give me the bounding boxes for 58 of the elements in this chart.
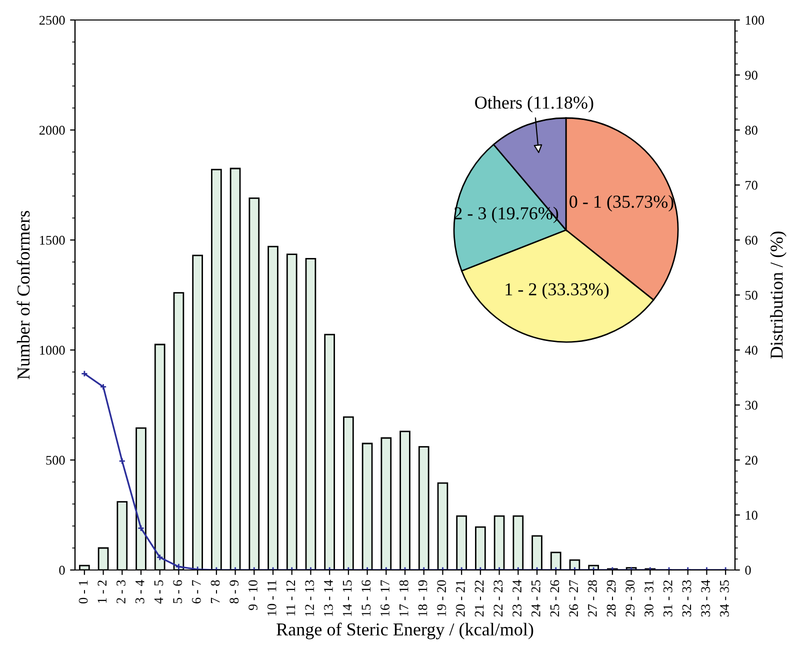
x-tick-label: 2 - 3 xyxy=(116,580,126,604)
y-tick-label: 2500 xyxy=(39,16,65,25)
y2-tick-label: 30 xyxy=(745,400,758,410)
x-tick-label: 24 - 25 xyxy=(531,580,540,617)
y2-tick-label: 10 xyxy=(746,510,758,520)
y2-tick-label: 20 xyxy=(745,456,758,465)
x-axis-title: Range of Steric Energy / (kcal/mol) xyxy=(276,622,534,640)
x-tick-label: 23 - 24 xyxy=(512,580,522,617)
x-tick-label: 15 - 16 xyxy=(362,580,371,616)
y2-tick-label: 50 xyxy=(745,290,758,300)
x-tick-label: 30 - 31 xyxy=(644,580,654,616)
x-tick-label: 26 - 27 xyxy=(569,580,578,617)
y-tick-label: 0 xyxy=(59,566,65,575)
y-tick-label: 500 xyxy=(46,456,65,465)
x-tick-label: 29 - 30 xyxy=(626,580,635,617)
y-tick-label: 1500 xyxy=(40,236,65,245)
x-tick-label: 11 - 12 xyxy=(286,580,296,616)
x-tick-label: 21 - 22 xyxy=(474,580,484,617)
x-tick-label: 31 - 32 xyxy=(663,580,672,616)
x-tick-label: 16 - 17 xyxy=(380,580,390,616)
x-tick-label: 6 - 7 xyxy=(192,580,201,604)
y2-tick-label: 100 xyxy=(746,16,764,25)
x-tick-label: 19 - 20 xyxy=(437,580,446,616)
x-tick-label: 25 - 26 xyxy=(550,580,560,617)
x-tick-label: 18 - 19 xyxy=(418,580,428,616)
x-tick-label: 34 - 35 xyxy=(720,580,729,616)
y-tick-label: 2000 xyxy=(39,126,65,135)
x-tick-label: 4 - 5 xyxy=(154,580,164,604)
x-tick-label: 22 - 23 xyxy=(494,580,503,617)
x-tick-label: 32 - 33 xyxy=(682,580,692,616)
x-tick-label: 9 - 10 xyxy=(248,580,258,610)
x-tick-label: 20 - 21 xyxy=(456,580,465,617)
slice-label: Others (11.18%) xyxy=(475,96,594,112)
x-tick-label: 14 - 15 xyxy=(342,580,352,616)
x-tick-label: 7 - 8 xyxy=(210,580,220,604)
y2-tick-label: 70 xyxy=(746,180,758,190)
x-tick-label: 17 - 18 xyxy=(399,580,408,616)
x-tick-label: 33 - 34 xyxy=(701,580,710,616)
x-tick-label: 28 - 29 xyxy=(606,580,616,617)
slice-label: 0 - 1 (35.73%) xyxy=(570,195,674,212)
y2-tick-label: 80 xyxy=(745,126,758,135)
x-tick-label: 8 - 9 xyxy=(230,580,239,604)
y-axis-title: Number of Conformers xyxy=(16,210,30,380)
y2-tick-label: 40 xyxy=(744,346,758,355)
x-tick-label: 0 - 1 xyxy=(78,580,88,604)
x-tick-label: 12 - 13 xyxy=(305,580,314,616)
y2-tick-label: 60 xyxy=(745,236,758,245)
x-tick-label: 5 - 6 xyxy=(173,580,182,604)
x-tick-label: 1 - 2 xyxy=(98,580,106,603)
y2-tick-label: 90 xyxy=(745,70,758,80)
y2-tick-label: 0 xyxy=(745,566,751,575)
x-tick-label: 27 - 28 xyxy=(588,580,597,617)
x-tick-label: 13 - 14 xyxy=(324,580,333,616)
x-tick-label: 3 - 4 xyxy=(135,580,144,604)
x-tick-label: 10 - 11 xyxy=(267,580,276,616)
y-tick-label: 1000 xyxy=(40,346,65,355)
slice-label: 1 - 2 (33.33%) xyxy=(506,282,609,300)
y2-axis-title: Distribution / (%) xyxy=(770,232,786,359)
